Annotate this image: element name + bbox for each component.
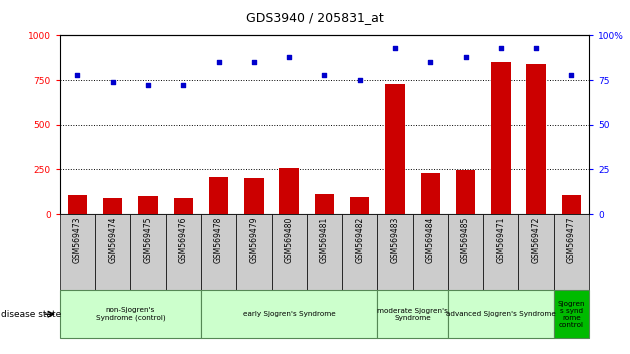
Text: GSM569478: GSM569478 [214, 216, 223, 263]
Bar [139, 196, 158, 214]
Point [390, 45, 400, 51]
Text: GSM569479: GSM569479 [249, 216, 258, 263]
Text: GSM569485: GSM569485 [461, 216, 470, 263]
Text: non-Sjogren's
Syndrome (control): non-Sjogren's Syndrome (control) [96, 307, 165, 321]
Point [178, 82, 188, 88]
Text: GSM569480: GSM569480 [285, 216, 294, 263]
Text: GSM569482: GSM569482 [355, 216, 364, 263]
Text: GSM569484: GSM569484 [426, 216, 435, 263]
Bar [554, 214, 589, 290]
Bar [554, 290, 589, 338]
Bar [201, 214, 236, 290]
Text: GSM569477: GSM569477 [567, 216, 576, 263]
Bar [421, 173, 440, 214]
Bar [166, 214, 201, 290]
Bar [236, 214, 272, 290]
Bar [315, 194, 334, 214]
Bar [280, 168, 299, 214]
Text: GSM569472: GSM569472 [532, 216, 541, 263]
Bar [456, 170, 475, 214]
Bar [103, 198, 122, 214]
Point [214, 59, 224, 65]
Point [284, 54, 294, 60]
Text: GSM569476: GSM569476 [179, 216, 188, 263]
Point [496, 45, 506, 51]
Bar [68, 194, 87, 214]
Bar [413, 214, 448, 290]
Bar [342, 214, 377, 290]
Bar [562, 194, 581, 214]
Point [143, 82, 153, 88]
Text: GSM569475: GSM569475 [144, 216, 152, 263]
Bar [60, 290, 201, 338]
Point [72, 72, 83, 78]
Text: GSM569471: GSM569471 [496, 216, 505, 263]
Text: GDS3940 / 205831_at: GDS3940 / 205831_at [246, 11, 384, 24]
Bar [377, 214, 413, 290]
Bar [201, 290, 377, 338]
Text: disease state: disease state [1, 310, 62, 319]
Bar [448, 214, 483, 290]
Point [355, 77, 365, 83]
Bar [350, 197, 369, 214]
Point [249, 59, 259, 65]
Bar [307, 214, 342, 290]
Text: moderate Sjogren's
Syndrome: moderate Sjogren's Syndrome [377, 308, 448, 321]
Text: GSM569481: GSM569481 [320, 216, 329, 263]
Text: Sjogren
s synd
rome
control: Sjogren s synd rome control [558, 301, 585, 328]
Bar [272, 214, 307, 290]
Text: GSM569473: GSM569473 [73, 216, 82, 263]
Bar [518, 214, 554, 290]
Bar [60, 214, 95, 290]
Point [531, 45, 541, 51]
Point [319, 72, 329, 78]
Bar [377, 290, 448, 338]
Bar [527, 64, 546, 214]
Point [425, 59, 435, 65]
Text: advanced Sjogren's Syndrome: advanced Sjogren's Syndrome [446, 311, 556, 317]
Point [108, 79, 118, 85]
Text: early Sjogren's Syndrome: early Sjogren's Syndrome [243, 311, 336, 317]
Point [461, 54, 471, 60]
Bar [174, 198, 193, 214]
Bar [130, 214, 166, 290]
Bar [483, 214, 518, 290]
Bar [95, 214, 130, 290]
Bar [244, 178, 263, 214]
Text: GSM569483: GSM569483 [391, 216, 399, 263]
Bar [386, 84, 404, 214]
Bar [209, 177, 228, 214]
Point [566, 72, 576, 78]
Bar [448, 290, 554, 338]
Text: GSM569474: GSM569474 [108, 216, 117, 263]
Bar [491, 62, 510, 214]
